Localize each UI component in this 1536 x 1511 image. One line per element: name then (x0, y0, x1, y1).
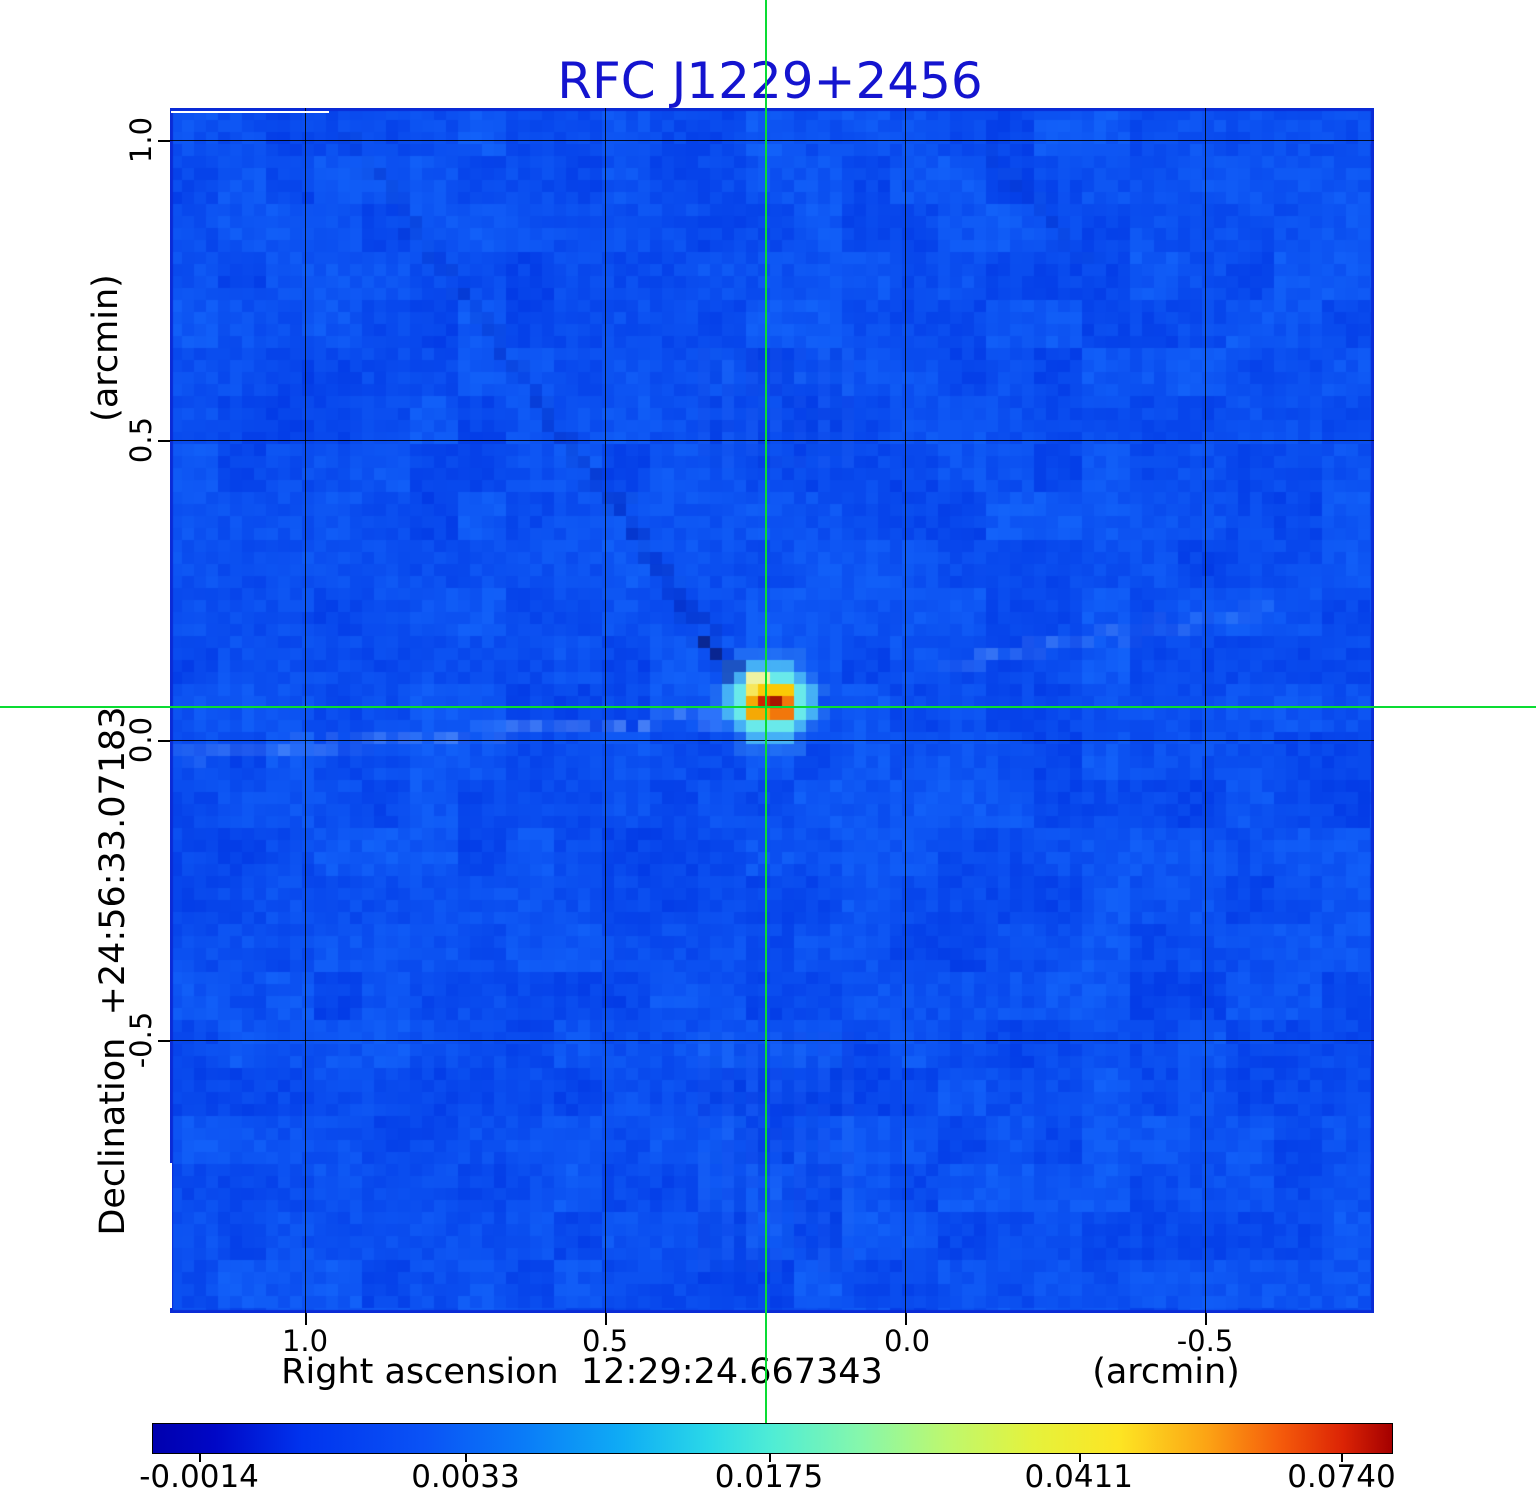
colorbar-tick (1341, 1453, 1344, 1462)
figure-title: RFC J1229+2456 (557, 52, 983, 110)
y-axis-unit: (arcmin) (86, 274, 126, 422)
grid-line-horizontal (170, 440, 1374, 441)
colorbar-tick-label: 0.0740 (1287, 1459, 1396, 1495)
colorbar (152, 1423, 1393, 1454)
x-axis-unit: (arcmin) (1092, 1352, 1240, 1392)
grid-line-vertical (305, 108, 306, 1313)
colorbar-tick (199, 1453, 202, 1462)
crosshair-vertical-line (765, 0, 767, 1423)
grid-line-vertical (905, 108, 906, 1313)
colorbar-tick-label: 0.0175 (714, 1459, 824, 1495)
x-axis-tick-label: 1.0 (281, 1324, 329, 1358)
grid-line-horizontal (170, 1040, 1374, 1041)
y-axis-tick (158, 440, 170, 442)
grid-line-horizontal (170, 740, 1374, 741)
sky-map-plot (170, 108, 1374, 1313)
grid-line-vertical (605, 108, 606, 1313)
y-axis-tick (158, 1040, 170, 1042)
colorbar-tick (465, 1453, 468, 1462)
y-axis-tick (158, 140, 170, 142)
y-axis-tick (158, 740, 170, 742)
colorbar-tick-label: -0.0014 (139, 1459, 259, 1495)
crosshair-horizontal-line (0, 706, 1536, 708)
colorbar-tick-label: 0.0033 (411, 1459, 520, 1495)
scale-marker-horizontal (171, 111, 329, 113)
sky-map-canvas (170, 108, 1374, 1313)
grid-line-vertical (1205, 108, 1206, 1313)
x-axis-tick (305, 1313, 307, 1325)
x-axis-tick-label: -0.5 (1176, 1324, 1234, 1358)
scale-marker-vertical (170, 1163, 172, 1308)
x-axis-tick-label: 0.5 (581, 1324, 629, 1358)
x-axis-label: Right ascension 12:29:24.667343 (281, 1352, 883, 1392)
x-axis-tick-label: 0.0 (883, 1324, 931, 1358)
colorbar-tick-label: 0.0411 (1024, 1459, 1134, 1495)
x-axis-tick (605, 1313, 607, 1325)
y-axis-tick-label: 1.0 (124, 116, 158, 164)
x-axis-tick (905, 1313, 907, 1325)
colorbar-tick (769, 1453, 772, 1462)
y-axis-label: Declination +24:56:33.07183 (93, 706, 133, 1236)
colorbar-tick (1078, 1453, 1081, 1462)
grid-line-horizontal (170, 140, 1374, 141)
x-axis-tick (1205, 1313, 1207, 1325)
y-axis-tick-label: 0.5 (124, 416, 158, 464)
